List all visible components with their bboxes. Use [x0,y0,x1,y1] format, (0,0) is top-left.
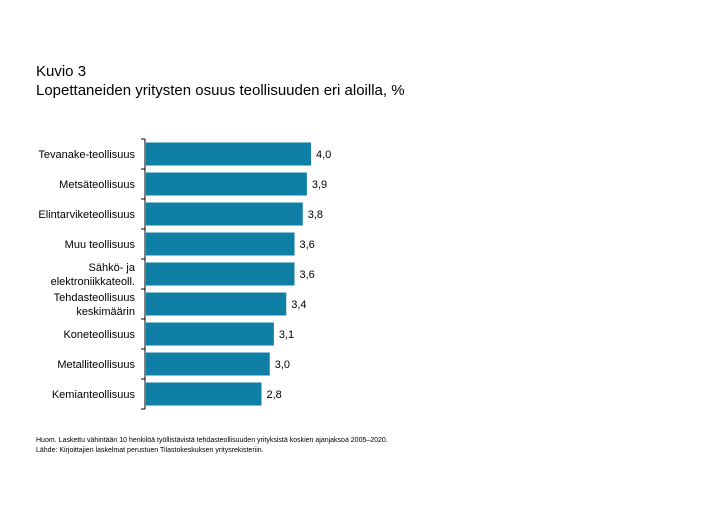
value-label: 2,8 [267,389,282,401]
bar [146,142,311,166]
figure-label: Kuvio 3 [36,63,87,80]
value-label: 3,9 [312,179,327,191]
value-label: 3,8 [308,209,323,221]
value-label: 4,0 [316,149,331,161]
category-label: Metalliteollisuus [57,359,135,371]
category-label: elektroniikkateoll. [51,276,135,288]
bar [146,382,262,406]
figure-heading: Kuvio 3 Lopettaneiden yritysten osuus te… [36,62,405,100]
category-label: Elintarviketeollisuus [38,209,135,221]
source-text: Lähde: Kirjoittajien laskelmat perustuen… [36,447,264,454]
category-label: Koneteollisuus [63,329,135,341]
category-label: Sähkö- ja [89,262,136,274]
bar [146,292,287,316]
bar [146,262,295,286]
category-label: Muu teollisuus [65,239,136,251]
bar [146,202,303,226]
category-label: Metsäteollisuus [59,179,135,191]
value-label: 3,6 [300,239,315,251]
note-text: Huom. Laskettu vähintään 10 henkilöä työ… [36,437,388,444]
category-label: Tevanake-teollisuus [38,149,135,161]
category-label: keskimäärin [76,306,135,318]
bar [146,352,270,376]
figure-notes: Huom. Laskettu vähintään 10 henkilöä työ… [36,436,388,456]
bar [146,232,295,256]
value-label: 3,4 [291,299,306,311]
value-label: 3,0 [275,359,290,371]
figure-title: Lopettaneiden yritysten osuus teollisuud… [36,82,405,99]
bar [146,322,274,346]
category-label: Kemianteollisuus [52,389,136,401]
category-label: Tehdasteollisuus [54,292,136,304]
value-label: 3,6 [300,269,315,281]
bar [146,172,307,196]
value-label: 3,1 [279,329,294,341]
